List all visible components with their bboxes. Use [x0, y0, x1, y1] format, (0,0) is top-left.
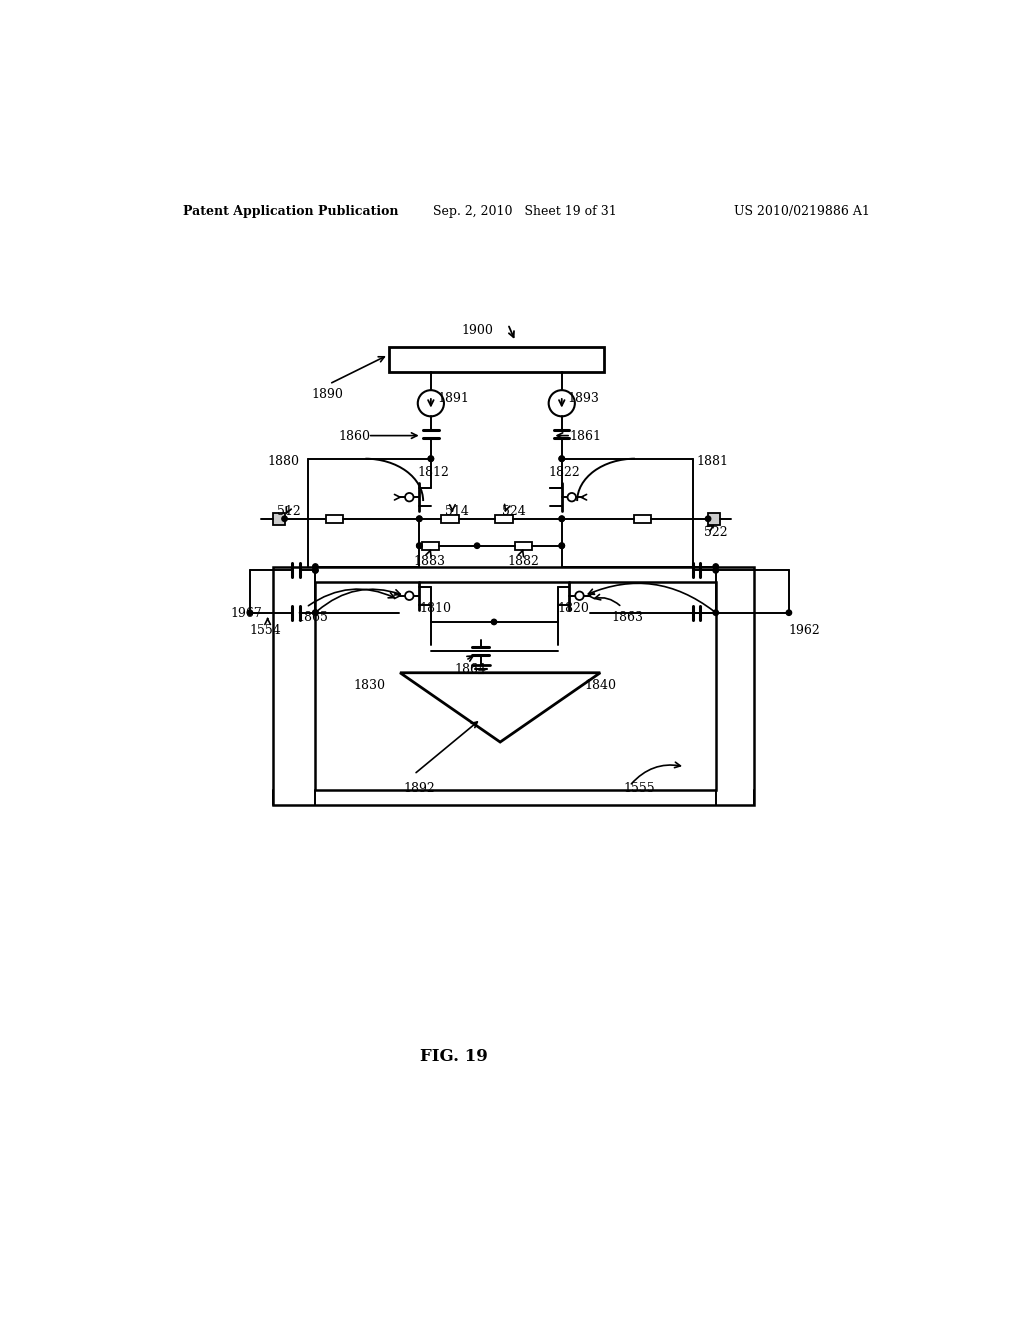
Text: 1840: 1840	[585, 678, 616, 692]
Text: 1893: 1893	[568, 392, 600, 405]
Circle shape	[786, 610, 792, 615]
Circle shape	[559, 516, 564, 521]
Circle shape	[559, 516, 564, 521]
Circle shape	[312, 564, 318, 569]
Circle shape	[312, 568, 318, 573]
Circle shape	[417, 516, 422, 521]
Circle shape	[428, 455, 433, 462]
Circle shape	[247, 610, 253, 615]
Bar	[326, 515, 343, 523]
Circle shape	[559, 543, 564, 548]
Text: 1830: 1830	[354, 678, 386, 692]
Text: 512: 512	[276, 506, 301, 517]
Text: 1864: 1864	[454, 663, 486, 676]
Bar	[634, 515, 651, 523]
Circle shape	[428, 455, 433, 462]
Circle shape	[417, 516, 422, 521]
Text: 1967: 1967	[230, 607, 262, 620]
Circle shape	[559, 543, 564, 548]
Text: 1860: 1860	[339, 430, 371, 444]
Text: US 2010/0219886 A1: US 2010/0219886 A1	[734, 205, 869, 218]
Circle shape	[567, 492, 577, 502]
Text: 522: 522	[705, 527, 728, 540]
Text: 1962: 1962	[788, 624, 820, 638]
Bar	[315, 582, 716, 789]
Circle shape	[282, 516, 288, 521]
Circle shape	[312, 610, 318, 615]
Text: Patent Application Publication: Patent Application Publication	[183, 205, 398, 218]
Text: 1891: 1891	[437, 392, 469, 405]
Bar	[273, 512, 285, 525]
Text: 1881: 1881	[696, 455, 728, 467]
Text: 1892: 1892	[403, 781, 435, 795]
Circle shape	[406, 591, 414, 601]
Text: 514: 514	[444, 506, 469, 517]
Circle shape	[474, 543, 480, 548]
Text: 1900: 1900	[462, 323, 494, 337]
Circle shape	[713, 568, 719, 573]
Text: 1554: 1554	[250, 624, 282, 638]
Text: 1812: 1812	[417, 466, 449, 479]
Circle shape	[406, 492, 414, 502]
Text: FIG. 19: FIG. 19	[420, 1048, 487, 1065]
Text: 1883: 1883	[414, 554, 445, 568]
Circle shape	[492, 619, 497, 624]
Text: 524: 524	[502, 506, 525, 517]
Bar	[273, 566, 755, 805]
Circle shape	[417, 543, 422, 548]
Circle shape	[706, 516, 711, 521]
Circle shape	[575, 591, 584, 601]
Bar	[515, 543, 531, 549]
Circle shape	[713, 564, 719, 569]
Text: 1880: 1880	[267, 455, 300, 467]
Text: 1890: 1890	[311, 388, 343, 401]
Text: 1863: 1863	[611, 611, 644, 624]
Text: 1810: 1810	[419, 602, 452, 615]
Text: 1882: 1882	[508, 554, 540, 568]
Bar	[708, 512, 720, 525]
Bar	[422, 543, 439, 549]
Circle shape	[312, 610, 318, 615]
Circle shape	[559, 455, 564, 462]
Text: 1865: 1865	[296, 611, 328, 624]
Circle shape	[559, 455, 564, 462]
Text: 1820: 1820	[558, 602, 590, 615]
Text: 1822: 1822	[549, 466, 581, 479]
Text: Sep. 2, 2010   Sheet 19 of 31: Sep. 2, 2010 Sheet 19 of 31	[433, 205, 616, 218]
Bar	[388, 347, 604, 372]
Text: 1555: 1555	[624, 781, 655, 795]
Circle shape	[417, 543, 422, 548]
Circle shape	[713, 610, 719, 615]
Text: 1861: 1861	[569, 430, 601, 444]
Bar	[441, 515, 460, 523]
Circle shape	[312, 568, 318, 573]
Bar	[495, 515, 513, 523]
